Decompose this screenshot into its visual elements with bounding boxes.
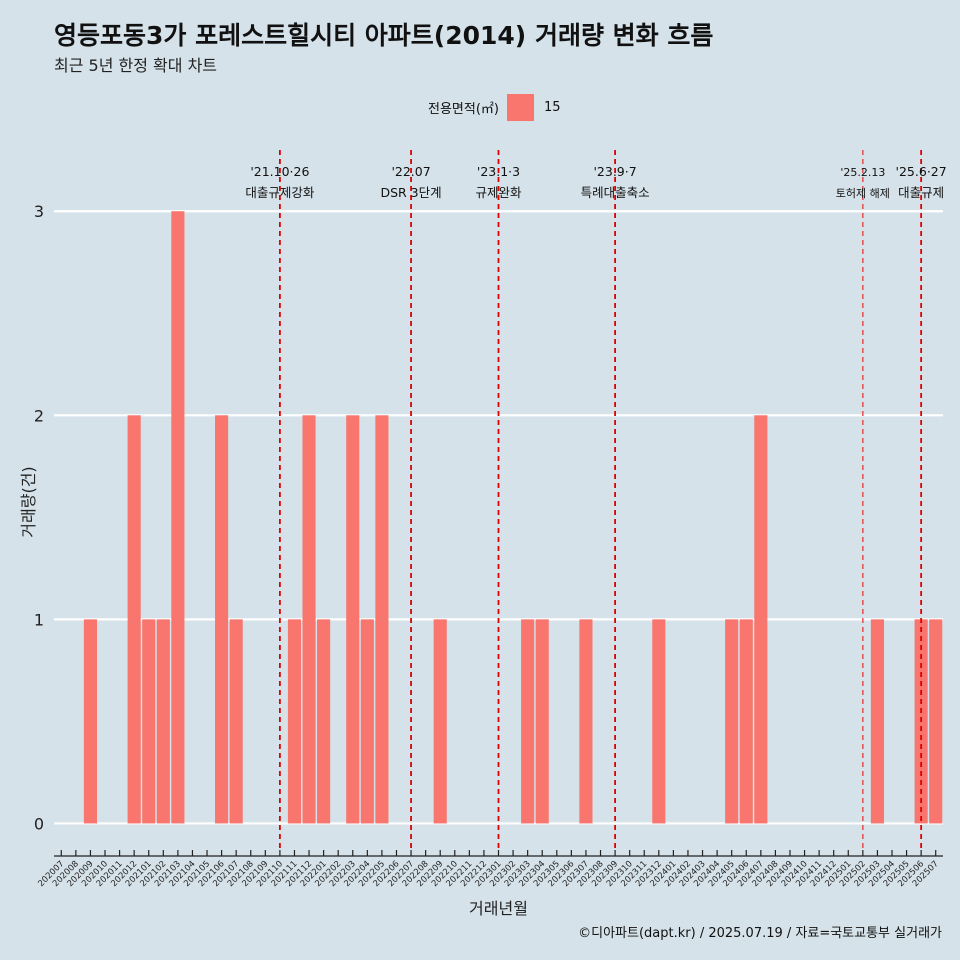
event-text-label: 규제완화: [475, 185, 522, 200]
bar: [215, 415, 229, 824]
bar: [142, 619, 156, 824]
event-date-label: '25.6·27: [896, 164, 947, 179]
legend-key: [506, 93, 534, 121]
legend-label: 15: [543, 99, 561, 115]
bar: [652, 619, 666, 824]
bar: [346, 415, 360, 824]
event-date-label: '23.1·3: [477, 164, 520, 179]
bar: [229, 619, 243, 824]
footer-credit: ©디아파트(dapt.kr) / 2025.07.19 / 자료=국토교통부 실…: [578, 926, 942, 941]
chart-subtitle: 최근 5년 한정 확대 차트: [54, 56, 218, 75]
bar: [433, 619, 447, 824]
event-date-label: '25.2.13: [840, 166, 885, 179]
bar: [171, 211, 185, 824]
legend: 전용면적(㎡) 15: [428, 93, 561, 121]
event-text-label: 특례대출축소: [581, 185, 650, 200]
bar: [287, 619, 302, 824]
y-tick-label: 3: [34, 202, 44, 221]
bar: [302, 415, 316, 824]
event-date-label: '23.9·7: [593, 164, 636, 179]
bar: [156, 619, 170, 824]
y-axis-title: 거래량(건): [19, 466, 38, 537]
bar: [725, 619, 739, 824]
event-text-label: 대출규제강화: [245, 185, 315, 200]
bar: [754, 415, 768, 824]
chart-title: 영등포동3가 포레스트힐시티 아파트(2014) 거래량 변화 흐름: [54, 21, 714, 50]
bar: [535, 619, 549, 824]
bar: [83, 619, 97, 824]
y-tick-label: 1: [34, 610, 44, 629]
bar: [870, 619, 884, 824]
event-text-label: 토허제 해제: [836, 186, 890, 200]
event-text-label: 대출규제: [898, 185, 944, 200]
bar: [375, 415, 389, 824]
bar: [739, 619, 753, 824]
legend-title: 전용면적(㎡): [428, 101, 499, 117]
bar: [127, 415, 141, 824]
event-date-label: '21.10·26: [250, 164, 309, 179]
x-axis-title: 거래년월: [469, 899, 528, 918]
bar: [929, 619, 943, 824]
y-tick-label: 2: [34, 406, 44, 425]
bar: [317, 619, 331, 824]
bar: [360, 619, 374, 824]
y-tick-label: 0: [34, 814, 44, 833]
bar: [579, 619, 593, 824]
event-text-label: DSR 3단계: [380, 185, 441, 200]
bar: [521, 619, 535, 824]
event-date-label: '22.07: [391, 164, 430, 179]
